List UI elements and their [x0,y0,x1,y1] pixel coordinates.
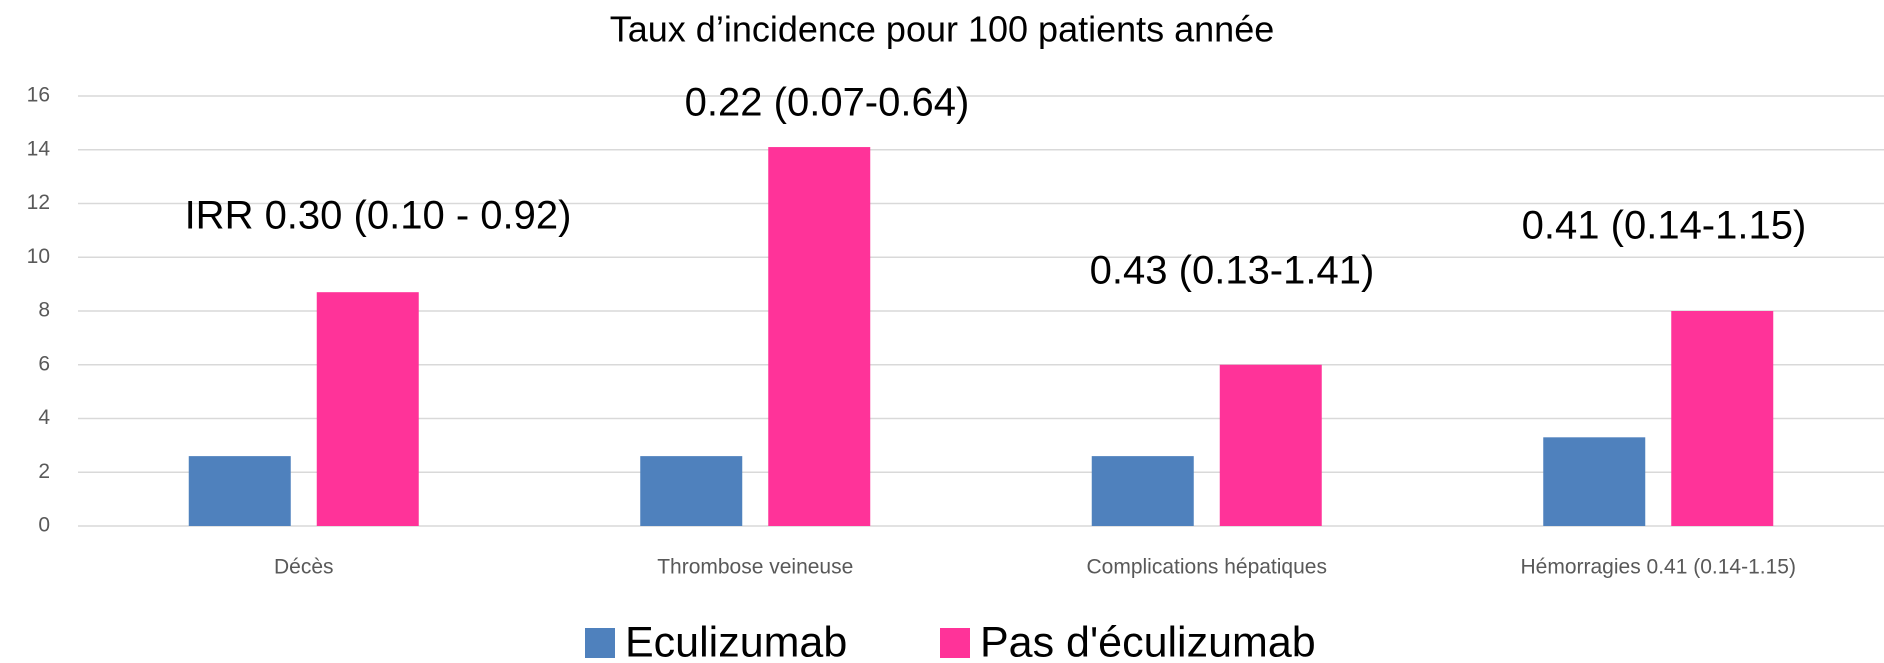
bar [316,292,419,526]
y-tick-label: 12 [27,191,50,214]
bar [640,456,743,526]
bar [188,456,291,526]
bar [1219,364,1322,526]
annotation: IRR 0.30 (0.10 - 0.92) [185,194,572,238]
annotation: 0.43 (0.13-1.41) [1090,249,1375,293]
x-tick-label: Décès [274,556,334,579]
y-tick-label: 16 [27,84,50,107]
bar [768,147,871,526]
legend-label: Pas d'éculizumab [980,618,1316,663]
x-tick-label: Complications hépatiques [1087,556,1327,579]
y-tick-label: 2 [38,460,50,483]
annotation: 0.41 (0.14-1.15) [1522,204,1807,248]
legend-swatch [585,628,615,658]
y-tick-label: 4 [38,406,50,429]
bar [1091,456,1194,526]
legend-swatch [940,628,970,658]
y-tick-label: 14 [27,137,51,160]
chart-title: Taux d’incidence pour 100 patients année [610,9,1275,50]
bar [1543,437,1646,526]
bar [1671,311,1774,526]
y-tick-label: 6 [38,352,50,375]
y-tick-label: 0 [38,514,50,537]
x-tick-label: Thrombose veineuse [657,556,853,579]
y-tick-label: 8 [38,299,50,322]
annotation: 0.22 (0.07-0.64) [685,81,970,125]
y-tick-label: 10 [27,245,50,268]
x-tick-label: Hémorragies 0.41 (0.14-1.15) [1521,556,1796,579]
legend-label: Eculizumab [625,618,847,663]
